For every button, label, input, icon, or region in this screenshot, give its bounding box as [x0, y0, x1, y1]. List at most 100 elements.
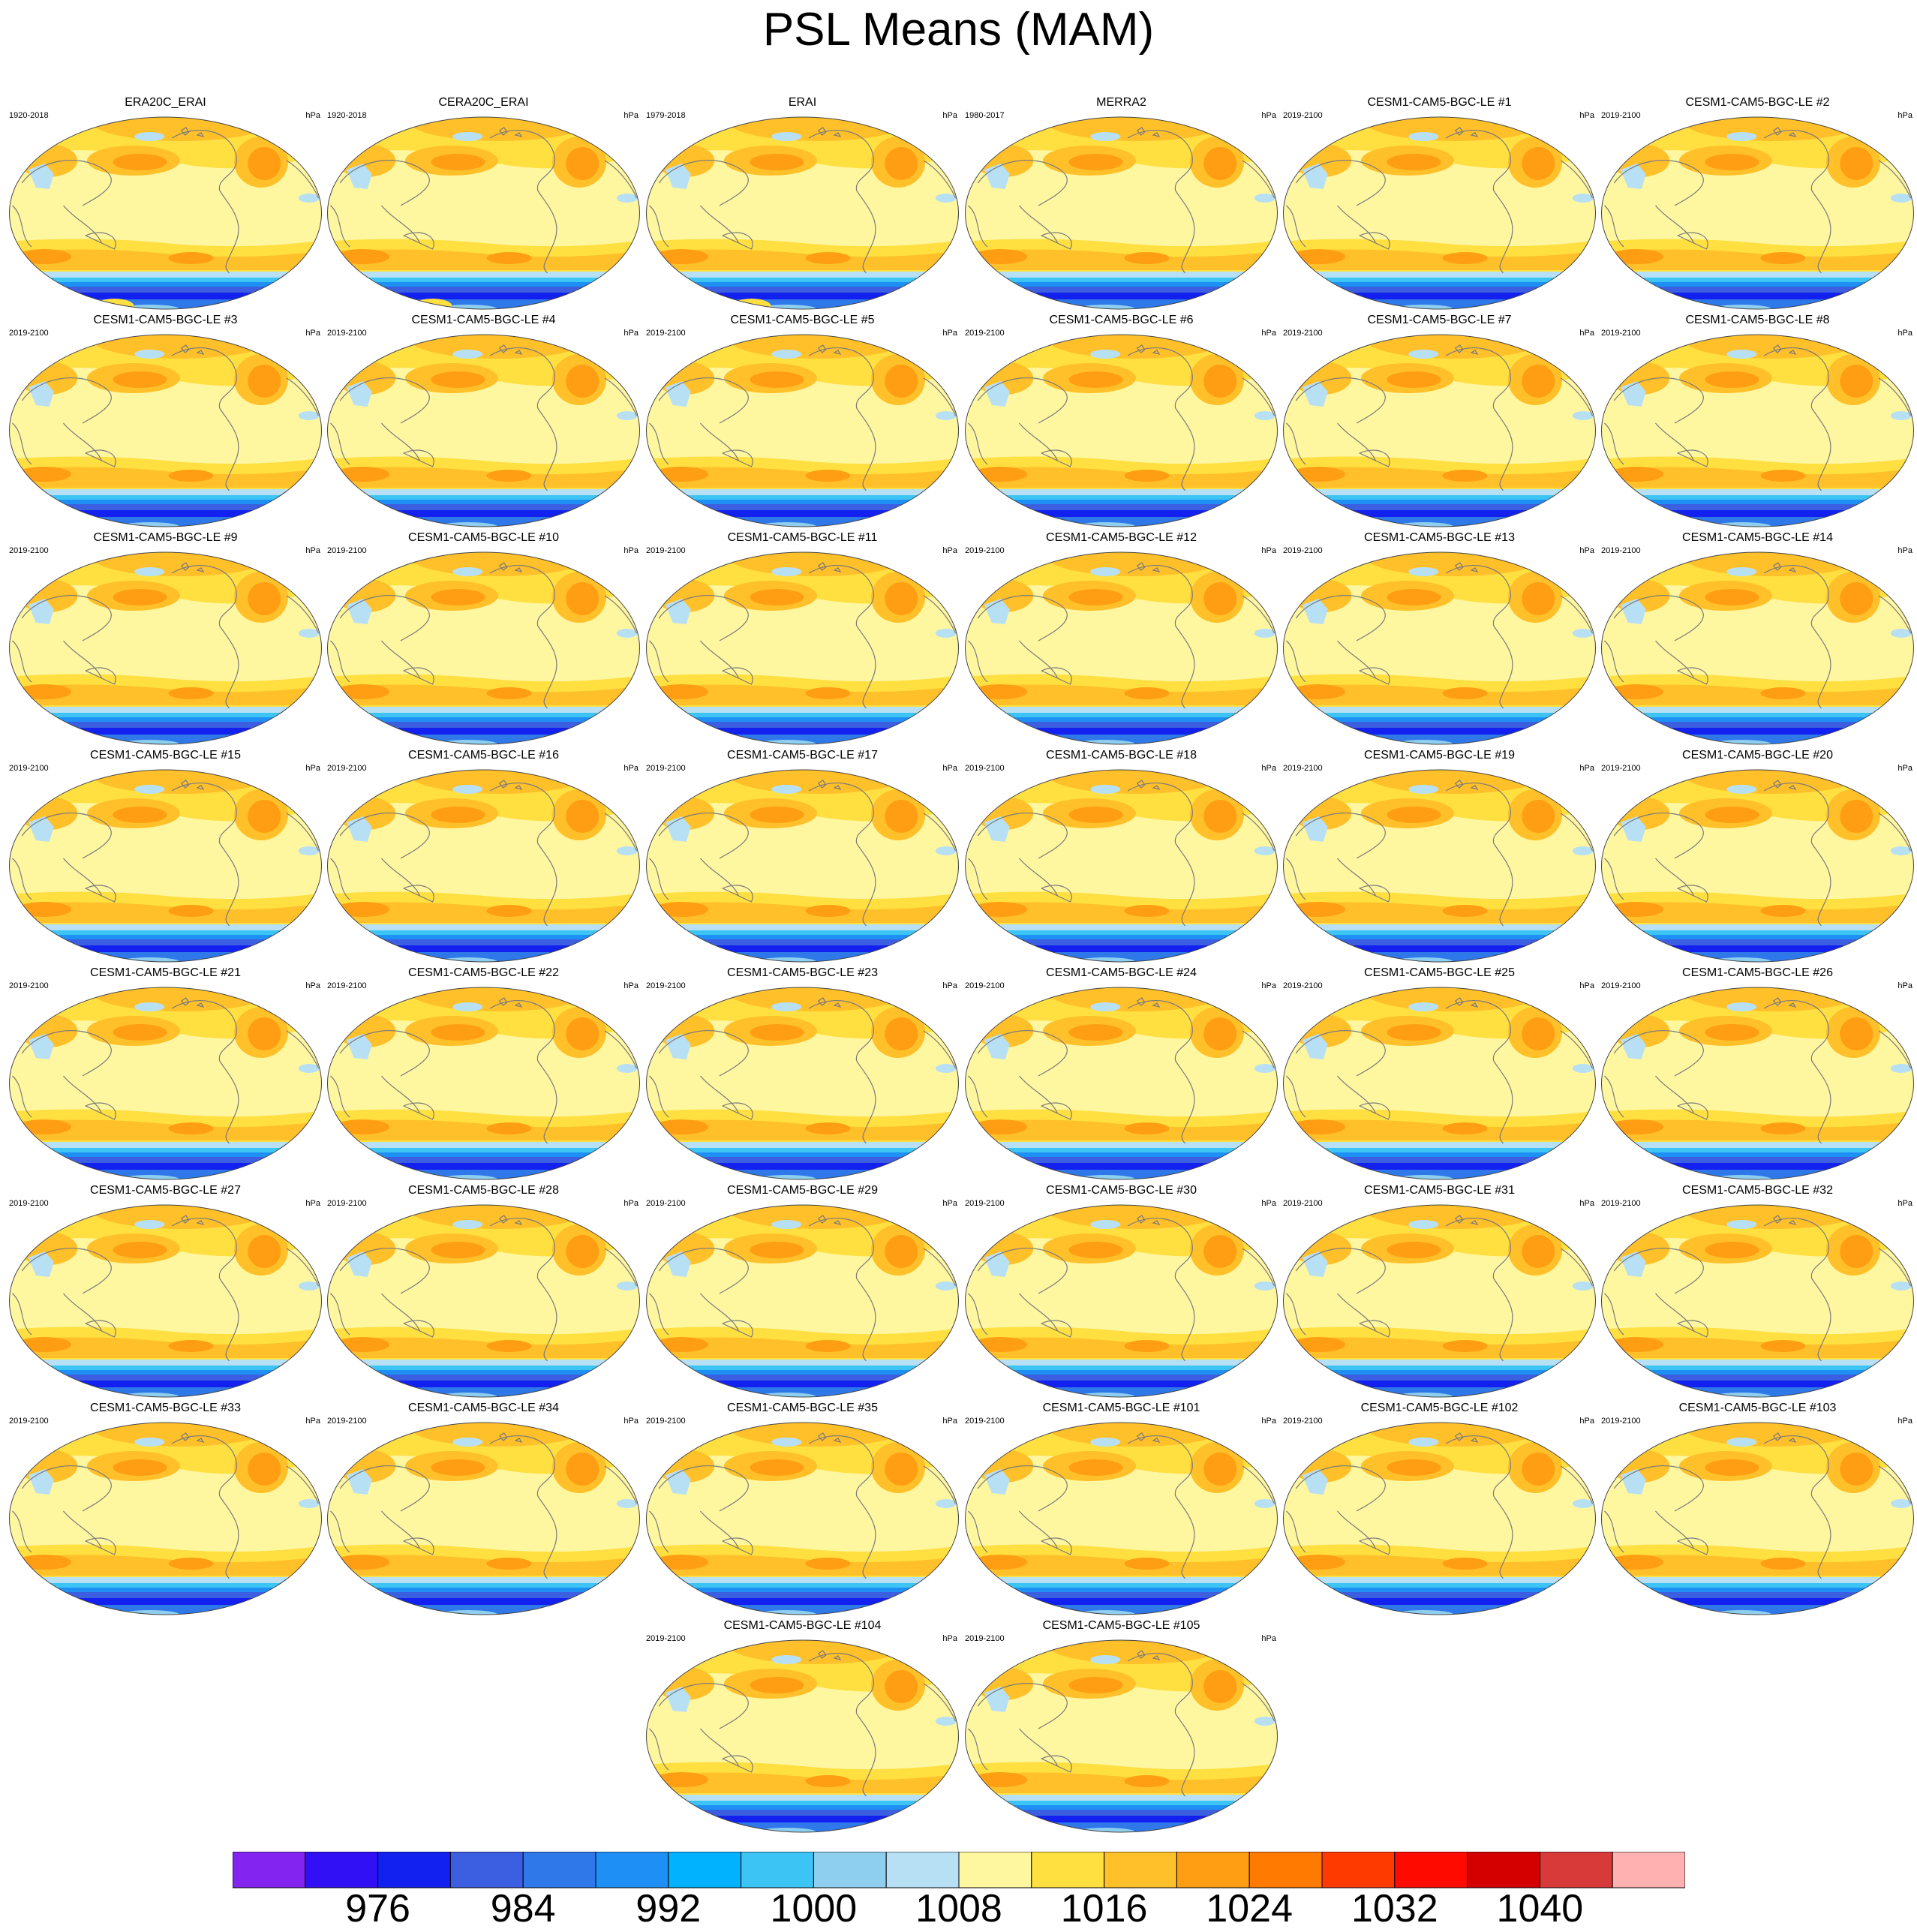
- panel-title: CESM1-CAM5-BGC-LE #5: [730, 314, 875, 326]
- panel-units: hPa: [1261, 111, 1276, 120]
- panel-title: CESM1-CAM5-BGC-LE #1: [1367, 96, 1512, 109]
- psl-map: [965, 334, 1278, 527]
- panel-title: CESM1-CAM5-BGC-LE #3: [93, 314, 238, 326]
- colorbar-swatch: [1612, 1852, 1685, 1888]
- panel-title: CESM1-CAM5-BGC-LE #30: [1046, 1184, 1197, 1197]
- panel-title: CESM1-CAM5-BGC-LE #34: [408, 1402, 559, 1414]
- panel-units: hPa: [623, 1417, 638, 1426]
- map-panel: CESM1-CAM5-BGC-LE #28 2019-2100 hPa: [324, 1184, 643, 1402]
- psl-map: [1283, 1204, 1596, 1398]
- colorbar-swatch: [958, 1852, 1032, 1888]
- psl-map: [9, 1204, 322, 1398]
- panel-years: 2019-2100: [1283, 1199, 1323, 1208]
- panel-years: 2019-2100: [965, 1634, 1005, 1643]
- map-panel: CESM1-CAM5-BGC-LE #105 2019-2100 hPa: [962, 1619, 1281, 1837]
- panel-years: 2019-2100: [9, 764, 49, 773]
- panel-title: CESM1-CAM5-BGC-LE #21: [90, 966, 241, 979]
- psl-map: [327, 116, 640, 310]
- colorbar: [233, 1852, 1685, 1888]
- panel-units: hPa: [623, 546, 638, 555]
- psl-map: [965, 1422, 1278, 1615]
- colorbar-swatch: [1394, 1852, 1468, 1888]
- panel-title: CESM1-CAM5-BGC-LE #105: [1042, 1619, 1200, 1632]
- colorbar-tick-label: 1032: [1351, 1887, 1438, 1930]
- map-panel: CESM1-CAM5-BGC-LE #35 2019-2100 hPa: [643, 1402, 962, 1619]
- panel-units: hPa: [1897, 329, 1912, 338]
- panel-title: CESM1-CAM5-BGC-LE #18: [1046, 749, 1197, 762]
- panel-units: hPa: [1897, 546, 1912, 555]
- panel-units: hPa: [1261, 546, 1276, 555]
- psl-map: [1601, 1422, 1914, 1615]
- panel-years: 2019-2100: [646, 1199, 686, 1208]
- map-panel: CESM1-CAM5-BGC-LE #29 2019-2100 hPa: [643, 1184, 962, 1402]
- colorbar-swatch: [377, 1852, 451, 1888]
- map-panel: CESM1-CAM5-BGC-LE #25 2019-2100 hPa: [1280, 966, 1599, 1184]
- psl-map: [1283, 116, 1596, 310]
- panel-years: 2019-2100: [1283, 111, 1323, 120]
- panel-years: 2019-2100: [9, 1199, 49, 1208]
- panel-years: 2019-2100: [9, 981, 49, 990]
- psl-map: [646, 551, 959, 745]
- panel-years: 2019-2100: [327, 546, 367, 555]
- psl-map: [965, 769, 1278, 963]
- map-panel: CERA20C_ERAI 1920-2018 hPa: [324, 96, 643, 314]
- colorbar-swatch: [1176, 1852, 1250, 1888]
- panel-units: hPa: [1897, 1417, 1912, 1426]
- colorbar-swatch: [668, 1852, 742, 1888]
- panel-units: hPa: [1261, 329, 1276, 338]
- panel-years: 2019-2100: [1601, 764, 1641, 773]
- panel-title: CESM1-CAM5-BGC-LE #102: [1360, 1402, 1519, 1414]
- colorbar-tick-label: 1016: [1060, 1887, 1148, 1930]
- panel-units: hPa: [1579, 1417, 1594, 1426]
- colorbar-tick-label: 976: [345, 1887, 410, 1930]
- panel-units: hPa: [942, 329, 957, 338]
- map-panel: CESM1-CAM5-BGC-LE #17 2019-2100 hPa: [643, 749, 962, 966]
- psl-map: [9, 1422, 322, 1615]
- psl-map: [646, 769, 959, 963]
- colorbar-swatch: [233, 1852, 306, 1888]
- panel-years: 2019-2100: [646, 1417, 686, 1426]
- psl-map: [327, 769, 640, 963]
- map-panel: CESM1-CAM5-BGC-LE #103 2019-2100 hPa: [1598, 1402, 1917, 1619]
- psl-map: [1601, 1204, 1914, 1398]
- map-panel: CESM1-CAM5-BGC-LE #7 2019-2100 hPa: [1280, 314, 1599, 531]
- map-panel: CESM1-CAM5-BGC-LE #4 2019-2100 hPa: [324, 314, 643, 531]
- map-panel: CESM1-CAM5-BGC-LE #33 2019-2100 hPa: [6, 1402, 325, 1619]
- map-panel: MERRA2 1980-2017 hPa: [962, 96, 1281, 314]
- map-panel: CESM1-CAM5-BGC-LE #13 2019-2100 hPa: [1280, 531, 1599, 749]
- map-panel: CESM1-CAM5-BGC-LE #11 2019-2100 hPa: [643, 531, 962, 749]
- panel-years: 2019-2100: [965, 1417, 1005, 1426]
- panel-units: hPa: [942, 1199, 957, 1208]
- panel-years: 1920-2018: [9, 111, 49, 120]
- psl-map: [1283, 334, 1596, 527]
- panel-years: 2019-2100: [327, 764, 367, 773]
- psl-map: [327, 551, 640, 745]
- map-panel: CESM1-CAM5-BGC-LE #30 2019-2100 hPa: [962, 1184, 1281, 1402]
- map-panel: CESM1-CAM5-BGC-LE #16 2019-2100 hPa: [324, 749, 643, 966]
- map-panel-grid: ERA20C_ERAI 1920-2018 hPa CERA20C_ERAI 1920-…: [6, 96, 1917, 1837]
- panel-years: 2019-2100: [9, 1417, 49, 1426]
- panel-years: 2019-2100: [1601, 981, 1641, 990]
- map-panel: CESM1-CAM5-BGC-LE #104 2019-2100 hPa: [643, 1619, 962, 1837]
- map-panel: CESM1-CAM5-BGC-LE #6 2019-2100 hPa: [962, 314, 1281, 531]
- panel-years: 2019-2100: [965, 981, 1005, 990]
- panel-units: hPa: [942, 111, 957, 120]
- panel-title: CESM1-CAM5-BGC-LE #2: [1685, 96, 1830, 109]
- panel-units: hPa: [1579, 764, 1594, 773]
- panel-years: 2019-2100: [1283, 1417, 1323, 1426]
- panel-title: CESM1-CAM5-BGC-LE #15: [90, 749, 241, 762]
- panel-title: ERAI: [788, 96, 817, 109]
- colorbar-tick-label: 992: [635, 1887, 702, 1930]
- map-panel: CESM1-CAM5-BGC-LE #20 2019-2100 hPa: [1598, 749, 1917, 966]
- panel-years: 2019-2100: [646, 329, 686, 338]
- panel-years: 2019-2100: [1601, 1199, 1641, 1208]
- colorbar-swatch: [1104, 1852, 1177, 1888]
- map-panel: CESM1-CAM5-BGC-LE #5 2019-2100 hPa: [643, 314, 962, 531]
- psl-map: [1601, 987, 1914, 1180]
- psl-map: [9, 987, 322, 1180]
- psl-map: [1601, 334, 1914, 527]
- psl-map: [1283, 551, 1596, 745]
- panel-years: 2019-2100: [1601, 1417, 1641, 1426]
- panel-years: 2019-2100: [1601, 546, 1641, 555]
- map-panel: CESM1-CAM5-BGC-LE #15 2019-2100 hPa: [6, 749, 325, 966]
